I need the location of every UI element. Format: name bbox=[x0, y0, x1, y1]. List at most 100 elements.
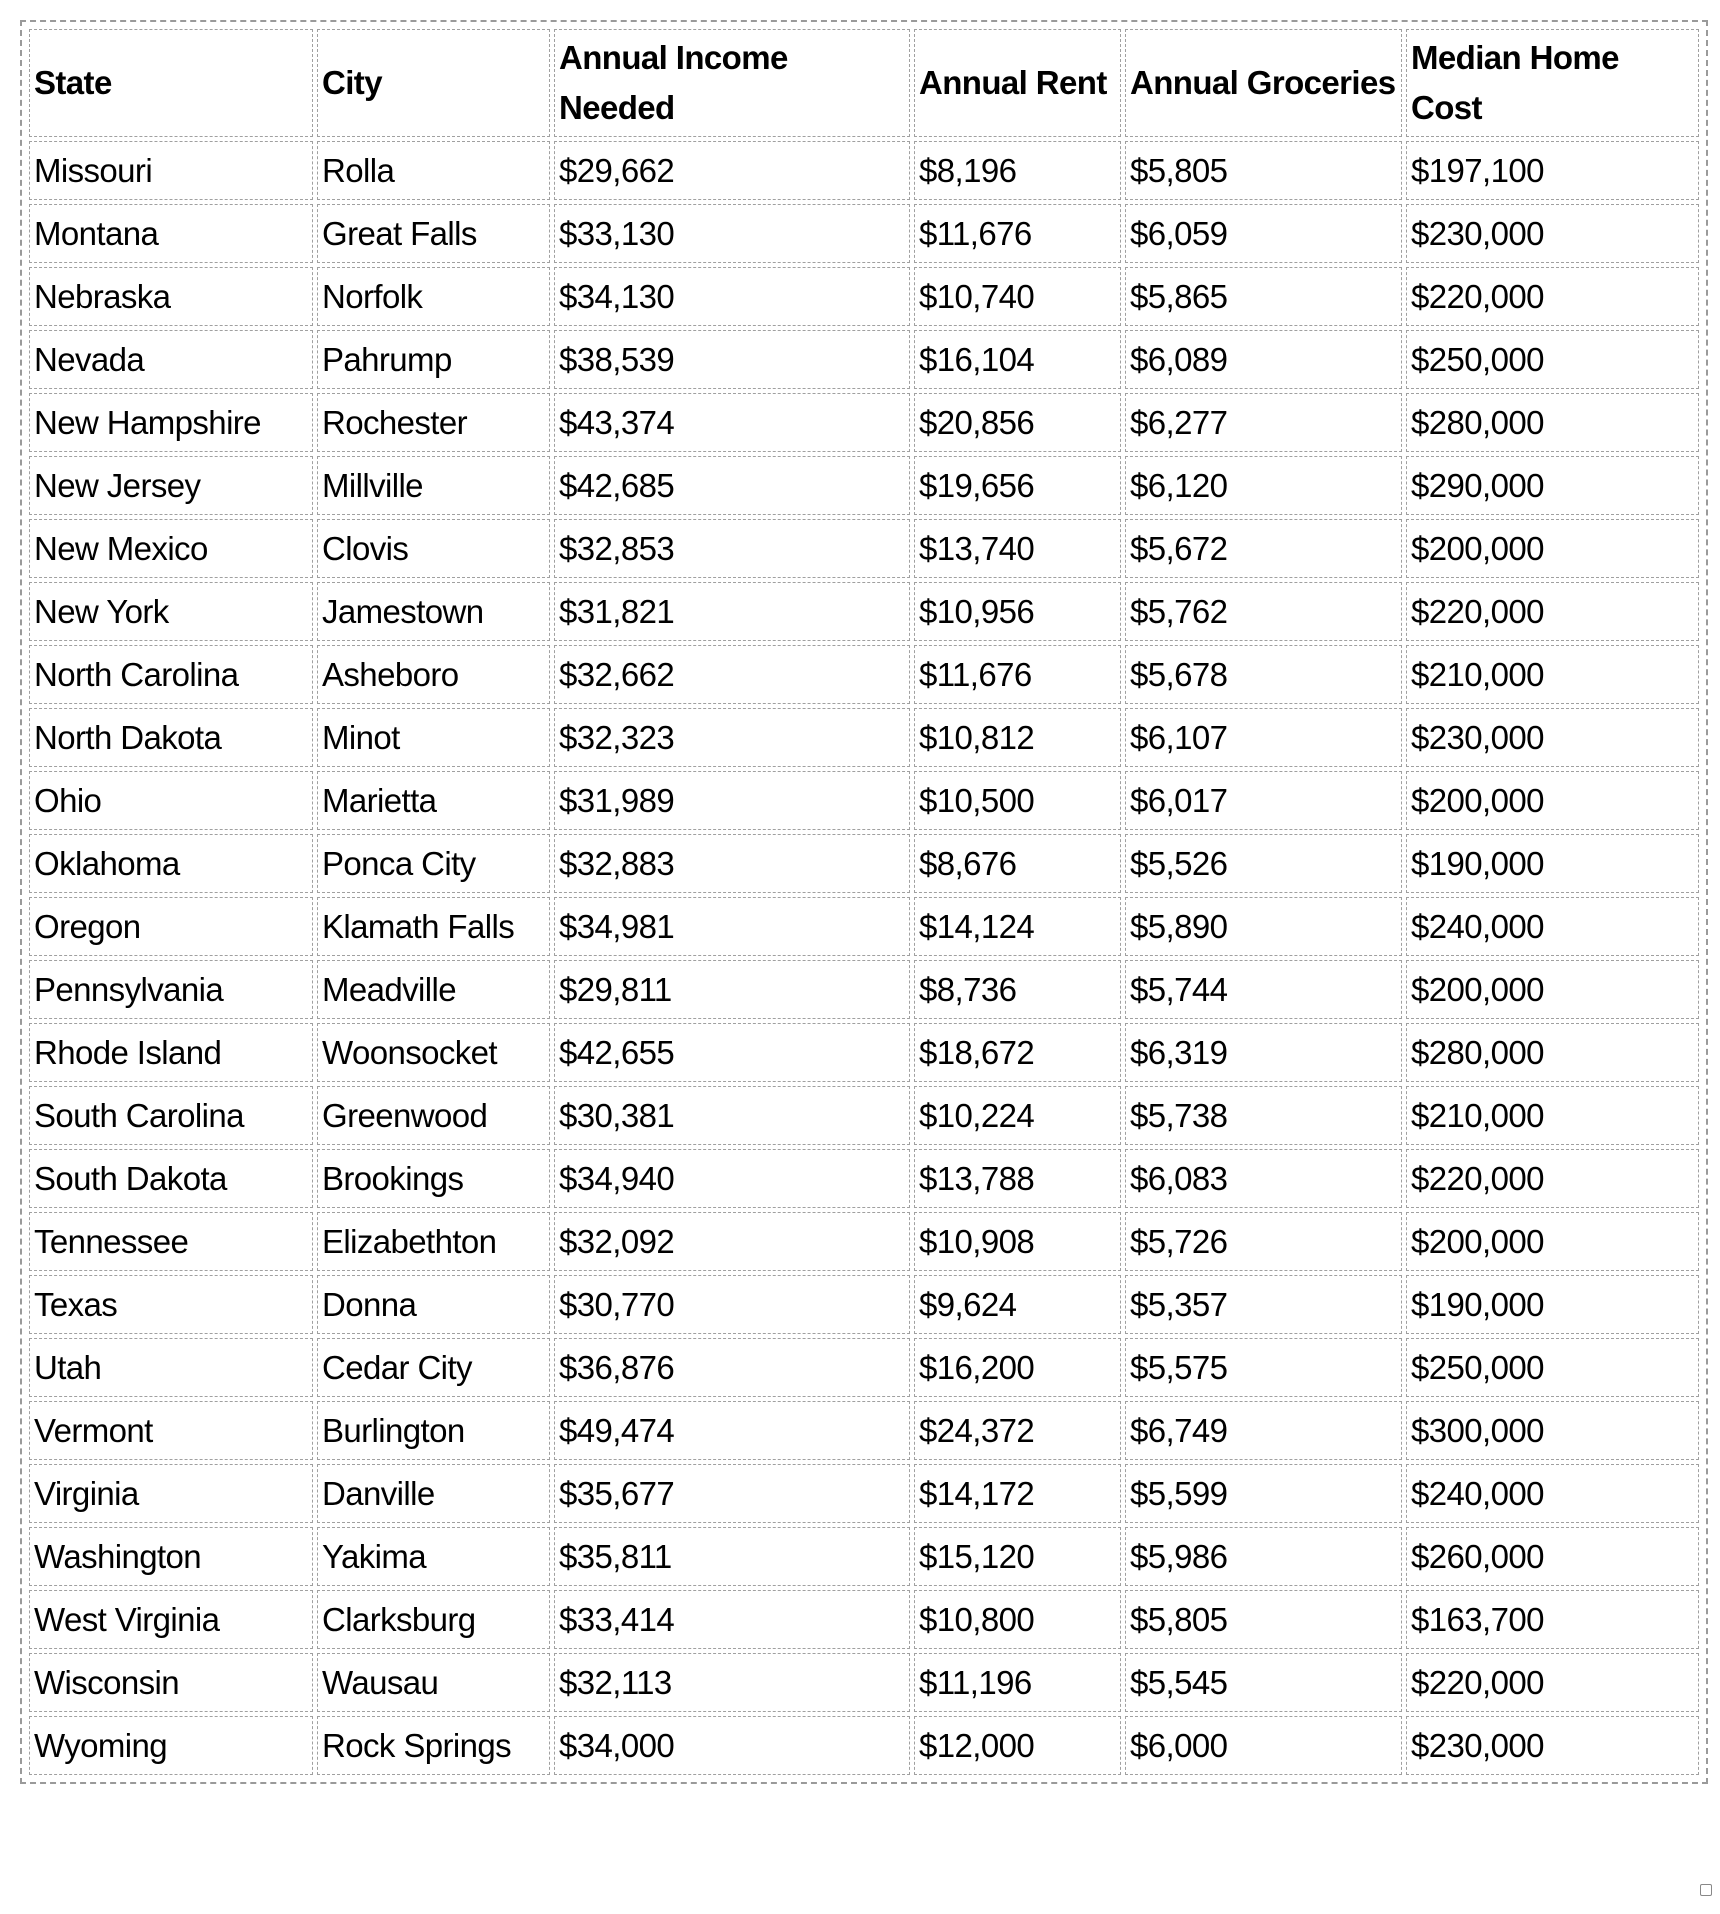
cell-city: Klamath Falls bbox=[317, 897, 550, 956]
cell-state: Nebraska bbox=[29, 267, 313, 326]
cell-median-home-cost: $280,000 bbox=[1406, 393, 1699, 452]
cell-state: New York bbox=[29, 582, 313, 641]
cell-annual-groceries: $6,319 bbox=[1125, 1023, 1402, 1082]
cell-median-home-cost: $190,000 bbox=[1406, 1275, 1699, 1334]
cell-annual-groceries: $5,744 bbox=[1125, 960, 1402, 1019]
cell-city: Woonsocket bbox=[317, 1023, 550, 1082]
table-row: Washington Yakima $35,811 $15,120 $5,986 $260… bbox=[29, 1527, 1699, 1586]
cell-city: Clovis bbox=[317, 519, 550, 578]
cell-annual-groceries: $6,017 bbox=[1125, 771, 1402, 830]
cell-annual-income-needed: $35,811 bbox=[554, 1527, 910, 1586]
cell-annual-rent: $8,676 bbox=[914, 834, 1121, 893]
cell-city: Ponca City bbox=[317, 834, 550, 893]
cell-annual-rent: $12,000 bbox=[914, 1716, 1121, 1775]
cell-annual-income-needed: $49,474 bbox=[554, 1401, 910, 1460]
cell-annual-rent: $20,856 bbox=[914, 393, 1121, 452]
cell-annual-groceries: $5,865 bbox=[1125, 267, 1402, 326]
cell-median-home-cost: $240,000 bbox=[1406, 897, 1699, 956]
cell-city: Millville bbox=[317, 456, 550, 515]
cell-state: Montana bbox=[29, 204, 313, 263]
cell-state: Wisconsin bbox=[29, 1653, 313, 1712]
cell-state: South Dakota bbox=[29, 1149, 313, 1208]
cell-annual-income-needed: $33,130 bbox=[554, 204, 910, 263]
cell-annual-income-needed: $34,130 bbox=[554, 267, 910, 326]
cell-city: Great Falls bbox=[317, 204, 550, 263]
header-row: State City Annual Income Needed Annual R… bbox=[29, 29, 1699, 137]
table-row: South Dakota Brookings $34,940 $13,788 $6,08… bbox=[29, 1149, 1699, 1208]
cell-annual-income-needed: $30,770 bbox=[554, 1275, 910, 1334]
cell-annual-rent: $15,120 bbox=[914, 1527, 1121, 1586]
cell-annual-rent: $8,196 bbox=[914, 141, 1121, 200]
cell-annual-income-needed: $32,662 bbox=[554, 645, 910, 704]
cell-annual-rent: $11,676 bbox=[914, 645, 1121, 704]
cell-median-home-cost: $290,000 bbox=[1406, 456, 1699, 515]
table-row: Nevada Pahrump $38,539 $16,104 $6,089 $250,00… bbox=[29, 330, 1699, 389]
cell-city: Cedar City bbox=[317, 1338, 550, 1397]
cell-median-home-cost: $197,100 bbox=[1406, 141, 1699, 200]
cell-median-home-cost: $230,000 bbox=[1406, 1716, 1699, 1775]
cell-annual-groceries: $5,599 bbox=[1125, 1464, 1402, 1523]
cell-state: Wyoming bbox=[29, 1716, 313, 1775]
table-row: New Mexico Clovis $32,853 $13,740 $5,672 $200… bbox=[29, 519, 1699, 578]
data-table-container: State City Annual Income Needed Annual R… bbox=[20, 20, 1708, 1784]
table-row: Texas Donna $30,770 $9,624 $5,357 $190,000 bbox=[29, 1275, 1699, 1334]
cell-median-home-cost: $163,700 bbox=[1406, 1590, 1699, 1649]
cell-annual-rent: $16,200 bbox=[914, 1338, 1121, 1397]
table-row: New York Jamestown $31,821 $10,956 $5,762 $22… bbox=[29, 582, 1699, 641]
cell-annual-rent: $10,812 bbox=[914, 708, 1121, 767]
cell-city: Brookings bbox=[317, 1149, 550, 1208]
cell-median-home-cost: $230,000 bbox=[1406, 708, 1699, 767]
cell-state: New Mexico bbox=[29, 519, 313, 578]
cell-state: Washington bbox=[29, 1527, 313, 1586]
cell-state: Vermont bbox=[29, 1401, 313, 1460]
cell-annual-rent: $14,124 bbox=[914, 897, 1121, 956]
cell-annual-rent: $9,624 bbox=[914, 1275, 1121, 1334]
cell-city: Greenwood bbox=[317, 1086, 550, 1145]
cell-median-home-cost: $200,000 bbox=[1406, 519, 1699, 578]
cell-annual-income-needed: $32,853 bbox=[554, 519, 910, 578]
cell-state: Oregon bbox=[29, 897, 313, 956]
cell-annual-rent: $10,800 bbox=[914, 1590, 1121, 1649]
cell-annual-groceries: $6,107 bbox=[1125, 708, 1402, 767]
cell-annual-groceries: $6,277 bbox=[1125, 393, 1402, 452]
cell-median-home-cost: $220,000 bbox=[1406, 1653, 1699, 1712]
header-annual-income-needed: Annual Income Needed bbox=[554, 29, 910, 137]
cell-median-home-cost: $220,000 bbox=[1406, 582, 1699, 641]
table-row: Rhode Island Woonsocket $42,655 $18,672 $6,3… bbox=[29, 1023, 1699, 1082]
cell-city: Donna bbox=[317, 1275, 550, 1334]
cell-annual-rent: $8,736 bbox=[914, 960, 1121, 1019]
cell-annual-groceries: $6,089 bbox=[1125, 330, 1402, 389]
table-resize-handle[interactable] bbox=[1700, 1884, 1712, 1896]
cell-annual-groceries: $5,738 bbox=[1125, 1086, 1402, 1145]
cell-annual-rent: $11,196 bbox=[914, 1653, 1121, 1712]
cell-median-home-cost: $220,000 bbox=[1406, 267, 1699, 326]
cell-median-home-cost: $210,000 bbox=[1406, 1086, 1699, 1145]
cell-annual-income-needed: $38,539 bbox=[554, 330, 910, 389]
cell-annual-rent: $10,500 bbox=[914, 771, 1121, 830]
cell-annual-groceries: $5,986 bbox=[1125, 1527, 1402, 1586]
header-annual-rent: Annual Rent bbox=[914, 29, 1121, 137]
cell-state: New Jersey bbox=[29, 456, 313, 515]
header-median-home-cost: Median Home Cost bbox=[1406, 29, 1699, 137]
table-row: Oklahoma Ponca City $32,883 $8,676 $5,526 $19… bbox=[29, 834, 1699, 893]
cell-median-home-cost: $300,000 bbox=[1406, 1401, 1699, 1460]
cell-annual-income-needed: $29,811 bbox=[554, 960, 910, 1019]
table-row: Pennsylvania Meadville $29,811 $8,736 $5,744… bbox=[29, 960, 1699, 1019]
cell-annual-rent: $16,104 bbox=[914, 330, 1121, 389]
cell-median-home-cost: $200,000 bbox=[1406, 771, 1699, 830]
cell-annual-income-needed: $31,821 bbox=[554, 582, 910, 641]
cell-city: Asheboro bbox=[317, 645, 550, 704]
table-row: New Jersey Millville $42,685 $19,656 $6,120 $… bbox=[29, 456, 1699, 515]
cell-annual-income-needed: $29,662 bbox=[554, 141, 910, 200]
cell-annual-groceries: $6,120 bbox=[1125, 456, 1402, 515]
cell-annual-rent: $18,672 bbox=[914, 1023, 1121, 1082]
cell-annual-rent: $10,956 bbox=[914, 582, 1121, 641]
cell-annual-groceries: $5,678 bbox=[1125, 645, 1402, 704]
cell-annual-income-needed: $32,113 bbox=[554, 1653, 910, 1712]
cell-city: Burlington bbox=[317, 1401, 550, 1460]
cell-state: Utah bbox=[29, 1338, 313, 1397]
cell-state: North Carolina bbox=[29, 645, 313, 704]
cell-annual-rent: $13,740 bbox=[914, 519, 1121, 578]
cell-annual-rent: $24,372 bbox=[914, 1401, 1121, 1460]
cell-annual-income-needed: $35,677 bbox=[554, 1464, 910, 1523]
